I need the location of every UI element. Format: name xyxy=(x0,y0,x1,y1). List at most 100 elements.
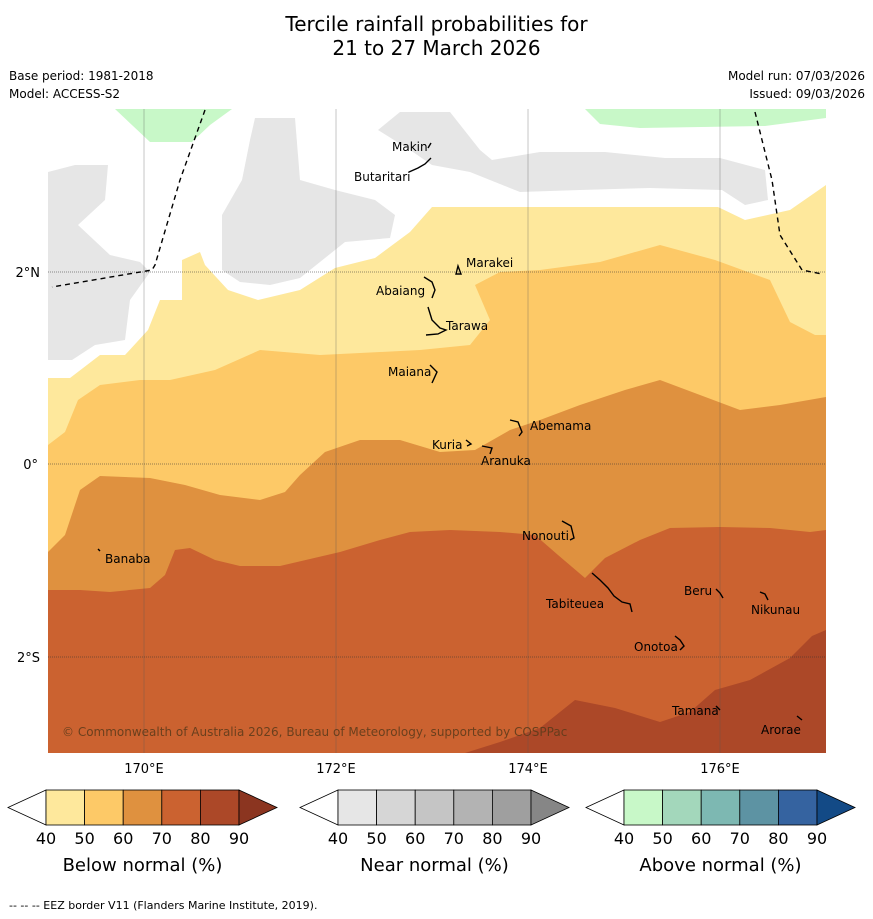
eez-borders xyxy=(51,109,823,288)
base-period: Base period: 1981-2018 xyxy=(9,69,154,83)
label-tamana: Tamana xyxy=(671,704,719,718)
near-normal-region-central xyxy=(222,118,395,285)
below-colorbar-segment-2 xyxy=(122,789,163,826)
label-beru: Beru xyxy=(684,584,712,598)
kuria-shape xyxy=(465,439,473,447)
label-nonouti: Nonouti xyxy=(522,529,569,543)
lon-label-170e: 170°E xyxy=(124,762,164,777)
onotoa-shape xyxy=(674,635,685,651)
near-colorbar: 40 50 60 70 80 90 Near normal (%) xyxy=(299,789,570,876)
below-tick-40: 40 xyxy=(36,829,56,848)
below-tick-50: 50 xyxy=(74,829,94,848)
copyright-notice: © Commonwealth of Australia 2026, Bureau… xyxy=(62,725,567,739)
arorae-shape xyxy=(796,715,803,721)
near-colorbar-segment-3 xyxy=(453,789,493,826)
lat-label-2n: 2°N xyxy=(16,266,41,281)
near-tick-50: 50 xyxy=(366,829,386,848)
colorbars: 40 50 60 70 80 90 Below normal (%) 40 50 60 70 80 90… xyxy=(7,789,856,876)
model-name: Model: ACCESS-S2 xyxy=(9,87,121,101)
above-colorbar-min-arrow xyxy=(585,789,625,826)
abaiang-shape xyxy=(423,276,436,299)
lon-label-172e: 172°E xyxy=(316,762,356,777)
label-abaiang: Abaiang xyxy=(376,284,425,298)
near-tick-60: 60 xyxy=(405,829,425,848)
label-onotoa: Onotoa xyxy=(634,640,678,654)
below-colorbar-segment-0 xyxy=(45,789,85,826)
above-colorbar: 40 50 60 70 80 90 Above normal (%) xyxy=(585,789,856,876)
below-70-80-region xyxy=(48,527,826,753)
butaritari-shape xyxy=(408,157,432,173)
above-colorbar-segment-2 xyxy=(700,789,741,826)
issued-date: Issued: 09/03/2026 xyxy=(749,87,865,101)
tarawa-shape xyxy=(425,306,448,336)
near-colorbar-title: Near normal (%) xyxy=(360,855,509,876)
makin-shape xyxy=(427,142,432,149)
near-tick-40: 40 xyxy=(328,829,348,848)
label-arorae: Arorae xyxy=(761,723,801,737)
label-kuria: Kuria xyxy=(432,438,463,452)
below-colorbar-segment-1 xyxy=(84,789,124,826)
label-aranuka: Aranuka xyxy=(481,454,531,468)
above-tick-90: 90 xyxy=(807,829,827,848)
below-tick-60: 60 xyxy=(113,829,133,848)
near-colorbar-max-arrow xyxy=(530,789,570,826)
label-tabiteuea: Tabiteuea xyxy=(545,597,604,611)
lat-gridlines xyxy=(48,271,826,658)
label-abemama: Abemama xyxy=(530,419,591,433)
label-butaritari: Butaritari xyxy=(354,170,411,184)
above-tick-50: 50 xyxy=(652,829,672,848)
probability-fields xyxy=(48,109,826,753)
below-80-90-region xyxy=(465,630,826,753)
above-colorbar-segment-0 xyxy=(623,789,663,826)
near-colorbar-min-arrow xyxy=(299,789,339,826)
eez-border-east xyxy=(754,111,823,275)
below-colorbar-segment-3 xyxy=(161,789,201,826)
above-colorbar-segment-3 xyxy=(739,789,779,826)
lat-label-2s: 2°S xyxy=(17,651,40,666)
eez-footer-note: -- -- -- EEZ border V11 (Flanders Marine… xyxy=(9,899,318,912)
label-banaba: Banaba xyxy=(105,552,151,566)
near-colorbar-segment-1 xyxy=(376,789,416,826)
near-colorbar-segment-2 xyxy=(414,789,455,826)
above-tick-60: 60 xyxy=(691,829,711,848)
above-normal-region-ne xyxy=(585,109,826,128)
above-tick-70: 70 xyxy=(730,829,750,848)
below-colorbar-title: Below normal (%) xyxy=(63,855,223,876)
island-shapes xyxy=(97,142,803,721)
label-makin: Makin xyxy=(392,140,428,154)
gridlines xyxy=(143,109,721,753)
banaba-shape xyxy=(97,548,101,552)
near-colorbar-segment-0 xyxy=(337,789,377,826)
lon-label-174e: 174°E xyxy=(508,762,548,777)
island-labels: Makin Butaritari Marakei Abaiang Tarawa … xyxy=(105,140,801,737)
meta-right: Model run: 07/03/2026 Issued: 09/03/2026 xyxy=(728,67,865,103)
near-normal-region-north xyxy=(378,112,768,205)
nonouti-shape xyxy=(561,520,575,541)
above-colorbar-segment-1 xyxy=(662,789,702,826)
above-colorbar-title: Above normal (%) xyxy=(639,855,801,876)
below-tick-80: 80 xyxy=(190,829,210,848)
near-tick-70: 70 xyxy=(444,829,464,848)
marakei-shape xyxy=(455,263,463,275)
maiana-shape xyxy=(429,364,438,384)
above-tick-80: 80 xyxy=(768,829,788,848)
meta-left: Base period: 1981-2018 Model: ACCESS-S2 xyxy=(9,67,154,103)
beru-shape xyxy=(715,588,724,599)
tamana-shape xyxy=(715,705,721,711)
label-tarawa: Tarawa xyxy=(445,319,488,333)
lon-label-176e: 176°E xyxy=(700,762,740,777)
near-colorbar-segment-4 xyxy=(491,789,532,826)
below-tick-90: 90 xyxy=(229,829,249,848)
map-title: Tercile rainfall probabilities for 21 to… xyxy=(0,12,873,60)
lat-label-0: 0° xyxy=(23,458,38,473)
above-colorbar-max-arrow xyxy=(816,789,856,826)
below-colorbar-max-arrow xyxy=(238,789,278,826)
label-maiana: Maiana xyxy=(388,365,431,379)
aranuka-shape xyxy=(481,445,493,455)
near-tick-90: 90 xyxy=(521,829,541,848)
model-run: Model run: 07/03/2026 xyxy=(727,69,865,83)
near-normal-region-west xyxy=(48,165,150,360)
below-tick-70: 70 xyxy=(152,829,172,848)
abemama-shape xyxy=(509,419,523,437)
below-colorbar: 40 50 60 70 80 90 Below normal (%) xyxy=(7,789,278,876)
